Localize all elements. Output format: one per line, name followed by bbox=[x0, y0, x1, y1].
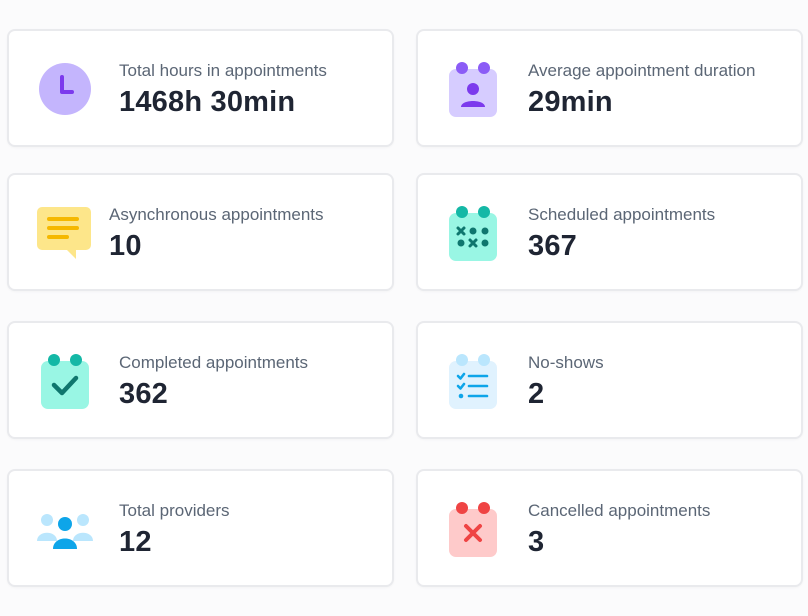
stat-label: Total hours in appointments bbox=[119, 61, 327, 80]
calendar-cancel-icon bbox=[449, 502, 497, 557]
stat-label: Scheduled appointments bbox=[528, 205, 716, 224]
calendar-check-icon bbox=[41, 354, 89, 409]
stat-value: 3 bbox=[528, 526, 545, 558]
stat-card-average-duration: Average appointment duration 29min bbox=[416, 29, 803, 147]
person-calendar-icon bbox=[449, 62, 497, 117]
stat-card-scheduled: Scheduled appointments 367 bbox=[416, 173, 803, 291]
stat-value: 10 bbox=[109, 230, 142, 262]
stat-value: 2 bbox=[528, 378, 545, 410]
stat-card-no-shows: No-shows 2 bbox=[416, 321, 803, 439]
stat-value: 362 bbox=[119, 378, 168, 410]
stat-card-asynchronous: Asynchronous appointments 10 bbox=[7, 173, 394, 291]
stat-card-total-hours: Total hours in appointments 1468h 30min bbox=[7, 29, 394, 147]
message-icon bbox=[37, 207, 91, 259]
stat-label: Total providers bbox=[119, 501, 230, 520]
stat-card-total-providers: Total providers 12 bbox=[7, 469, 394, 587]
stat-label: Asynchronous appointments bbox=[109, 205, 324, 224]
stat-label: No-shows bbox=[528, 353, 604, 372]
stat-value: 12 bbox=[119, 526, 152, 558]
stat-value: 1468h 30min bbox=[119, 86, 296, 118]
stat-value: 29min bbox=[528, 86, 613, 118]
stat-label: Average appointment duration bbox=[528, 61, 756, 80]
calendar-list-icon bbox=[449, 354, 497, 409]
stat-label: Completed appointments bbox=[119, 353, 309, 372]
stat-card-cancelled: Cancelled appointments 3 bbox=[416, 469, 803, 587]
stat-label: Cancelled appointments bbox=[528, 501, 711, 520]
stat-value: 367 bbox=[528, 230, 577, 262]
clock-icon bbox=[39, 63, 91, 115]
calendar-grid-icon bbox=[449, 206, 497, 261]
providers-icon bbox=[37, 514, 93, 549]
stat-card-completed: Completed appointments 362 bbox=[7, 321, 394, 439]
